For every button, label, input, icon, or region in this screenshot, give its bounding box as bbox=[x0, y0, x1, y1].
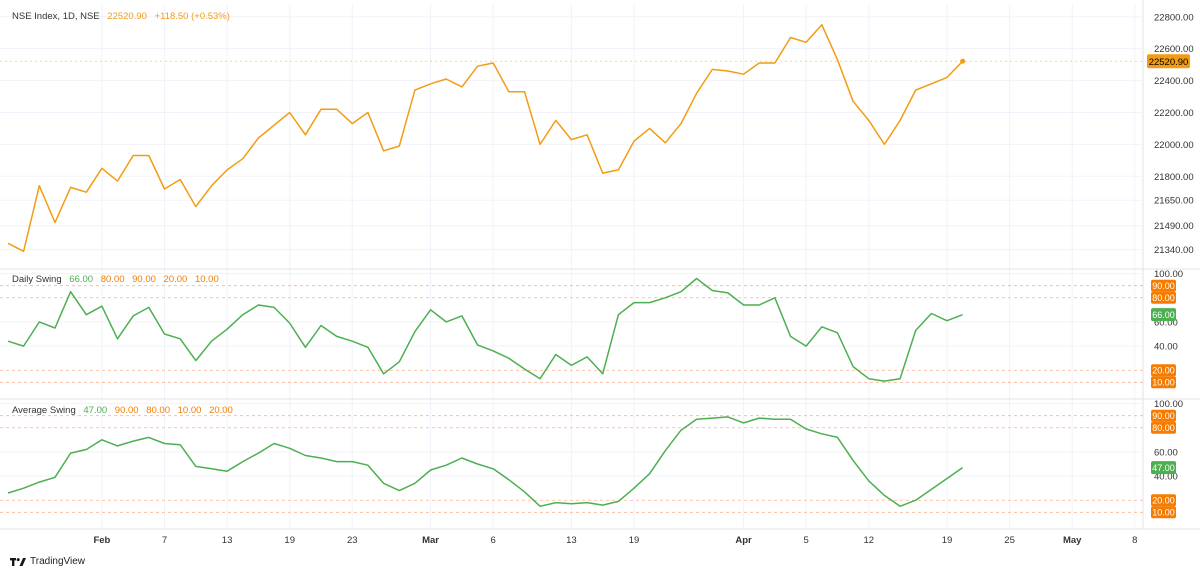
x-tick-label: Mar bbox=[422, 535, 439, 546]
y-tick-label: 22600.00 bbox=[1154, 44, 1194, 55]
daily-swing-level-1: 80.00 bbox=[100, 274, 125, 285]
level-label-box bbox=[1151, 279, 1176, 292]
x-tick-label: 19 bbox=[284, 535, 295, 546]
level-label: 80.00 bbox=[1152, 293, 1175, 303]
x-tick-label: 12 bbox=[863, 535, 874, 546]
last-value-tag bbox=[1151, 308, 1176, 322]
x-tick-label: 19 bbox=[629, 535, 640, 546]
x-tick-label: 8 bbox=[1132, 535, 1137, 546]
y-tick-label: 22000.00 bbox=[1154, 140, 1194, 151]
daily-swing-line[interactable] bbox=[7, 277, 963, 382]
average-swing-level-2: 80.00 bbox=[146, 405, 170, 416]
level-label: 10.00 bbox=[1152, 508, 1175, 518]
last-value-axis-label: 66.00 bbox=[1152, 310, 1175, 320]
average-swing-line[interactable] bbox=[7, 416, 964, 508]
level-label-box bbox=[1151, 506, 1176, 519]
level-label-box bbox=[1151, 291, 1176, 304]
average-swing-level-4: 20.00 bbox=[209, 405, 233, 416]
last-price-axis-label: 22520.90 bbox=[1149, 57, 1189, 68]
last-price-dot bbox=[960, 58, 966, 64]
price-legend: NSE Index, 1D, NSE 22520.90 +118.50 (+0.… bbox=[12, 11, 235, 22]
y-tick-label: 40.00 bbox=[1154, 472, 1178, 483]
daily-swing-level-3: 20.00 bbox=[163, 274, 188, 285]
daily-swing-title: Daily Swing bbox=[12, 274, 62, 285]
level-label-box bbox=[1151, 494, 1176, 507]
last-price-label: 22520.90 bbox=[107, 11, 147, 22]
level-label: 80.00 bbox=[1152, 423, 1175, 433]
tradingview-brand-text: TradingView bbox=[30, 556, 86, 567]
average-swing-title: Average Swing bbox=[12, 405, 76, 416]
price-change-label: +118.50 (+0.53%) bbox=[154, 11, 230, 22]
level-label: 20.00 bbox=[1152, 496, 1175, 506]
x-tick-label: 25 bbox=[1004, 535, 1015, 546]
level-label: 90.00 bbox=[1152, 281, 1175, 291]
average-swing-level-1: 90.00 bbox=[114, 405, 139, 416]
y-tick-label: 22800.00 bbox=[1154, 12, 1194, 23]
daily-swing-level-4: 10.00 bbox=[194, 274, 219, 285]
x-tick-label: 5 bbox=[804, 535, 809, 546]
x-tick-label: 23 bbox=[347, 535, 358, 546]
y-tick-label: 100.00 bbox=[1154, 399, 1183, 410]
average-swing-legend: Average Swing 47.00 90.00 80.00 10.00 20… bbox=[12, 405, 238, 416]
level-label-box bbox=[1151, 409, 1176, 422]
x-tick-label: Apr bbox=[735, 535, 752, 546]
x-tick-label: May bbox=[1063, 535, 1082, 546]
level-label: 10.00 bbox=[1152, 378, 1175, 388]
x-tick-label: 13 bbox=[222, 535, 233, 546]
last-value-axis-label: 47.00 bbox=[1152, 463, 1175, 473]
level-label-box bbox=[1151, 421, 1176, 434]
level-label: 20.00 bbox=[1152, 366, 1175, 376]
price-line[interactable] bbox=[7, 23, 964, 253]
tradingview-logo-icon bbox=[10, 557, 26, 566]
y-tick-label: 21340.00 bbox=[1154, 245, 1194, 256]
x-tick-label: 13 bbox=[566, 535, 577, 546]
daily-swing-level-2: 90.00 bbox=[132, 274, 156, 285]
level-label: 90.00 bbox=[1152, 411, 1175, 421]
daily-swing-legend: Daily Swing 66.00 80.00 90.00 20.00 10.0… bbox=[12, 274, 224, 285]
y-tick-label: 60.00 bbox=[1154, 447, 1178, 458]
y-tick-label: 21800.00 bbox=[1154, 172, 1194, 183]
y-tick-label: 100.00 bbox=[1154, 269, 1183, 280]
average-swing-value: 47.00 bbox=[83, 405, 108, 416]
y-tick-label: 60.00 bbox=[1154, 317, 1178, 328]
average-swing-level-3: 10.00 bbox=[177, 405, 202, 416]
tradingview-brand[interactable]: TradingView bbox=[10, 556, 85, 567]
y-tick-label: 21650.00 bbox=[1154, 196, 1194, 207]
y-tick-label: 22200.00 bbox=[1154, 108, 1194, 119]
last-price-tag bbox=[1147, 54, 1190, 69]
x-tick-label: 19 bbox=[942, 535, 953, 546]
last-value-tag bbox=[1151, 461, 1176, 475]
x-tick-label: Feb bbox=[93, 535, 110, 546]
y-tick-label: 22400.00 bbox=[1154, 76, 1194, 87]
level-label-box bbox=[1151, 364, 1176, 377]
y-tick-label: 40.00 bbox=[1154, 342, 1178, 353]
level-label-box bbox=[1151, 376, 1176, 389]
x-tick-label: 6 bbox=[491, 535, 496, 546]
daily-swing-value: 66.00 bbox=[69, 274, 94, 285]
y-tick-label: 21490.00 bbox=[1154, 221, 1194, 232]
symbol-label: NSE Index, 1D, NSE bbox=[12, 11, 100, 22]
x-tick-label: 7 bbox=[162, 535, 167, 546]
